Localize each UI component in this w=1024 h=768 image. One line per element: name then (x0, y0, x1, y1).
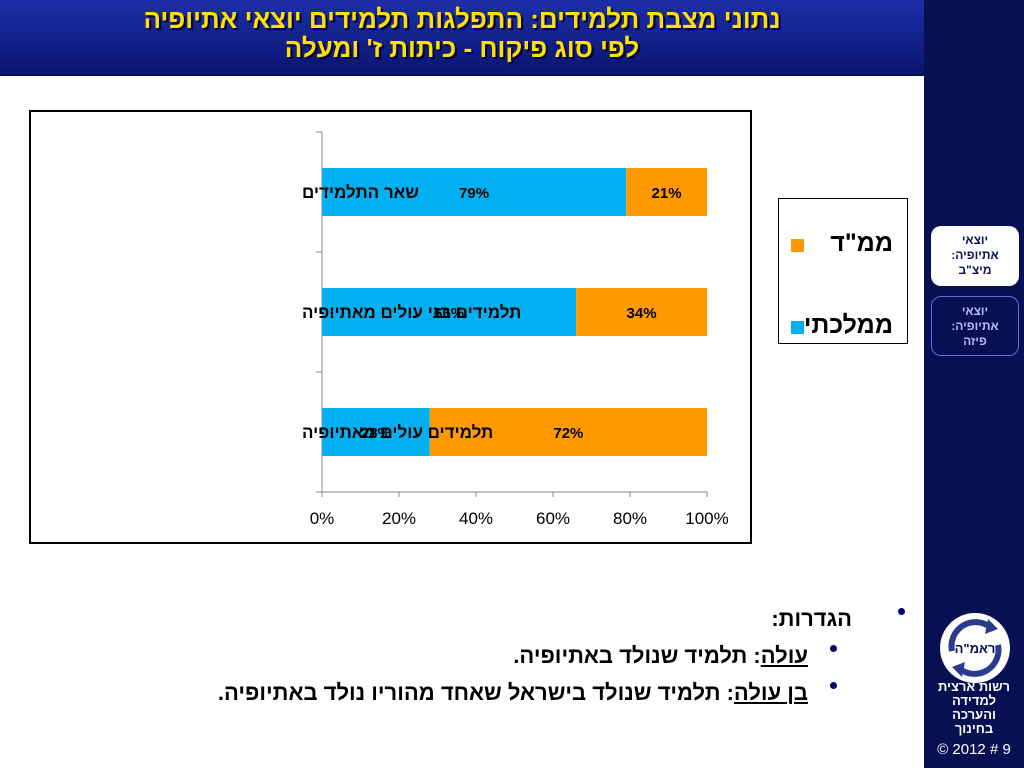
sidebar-tab-label-line: אתיופיה: (951, 248, 999, 262)
legend-swatch-mamlachti (791, 321, 804, 334)
page-title-line-2: לפי סוג פיקוח - כיתות ז' ומעלה (284, 33, 640, 63)
sidebar-tab-label-line: יוצאי (961, 304, 989, 318)
sidebar-tab-meitzav[interactable]: יוצאי אתיופיה: מיצ"ב (931, 226, 1019, 286)
legend-item-mamad: ממ"ד (779, 227, 907, 267)
bar-mamlachti (322, 168, 627, 216)
logo-text-line: רשות ארצית (937, 679, 1011, 694)
chart-legend: ממ"ד ממלכתי (778, 198, 908, 344)
bar-data-label: 72% (553, 425, 583, 442)
x-tick-label: 80% (613, 509, 647, 528)
bar-mamad (626, 168, 707, 216)
bullet-icon (828, 633, 840, 663)
definition-text: : תלמיד שנולד באתיופיה. (513, 643, 761, 668)
definition-term: בן עולה (733, 680, 808, 705)
legend-label-mamad: ממ"ד (830, 229, 893, 257)
definitions-heading: הגדרות: (100, 596, 910, 633)
x-tick-label: 60% (536, 509, 570, 528)
definition-text: : תלמיד שנולד בישראל שאחד מהוריו נולד בא… (217, 680, 734, 705)
logo-text-line: והערכה (952, 707, 996, 722)
bar-mamad (429, 408, 707, 456)
chart-frame: 0% 20% 40% 60% 80% 100% 79% 21% שאר התלמידים 66% 3… (29, 110, 752, 544)
category-label: שאר התלמידים (302, 183, 419, 202)
definition-term: עולה (760, 643, 808, 668)
rama-logo-name: ראמ"ה (955, 641, 996, 656)
rama-logo-icon: ראמ"ה (940, 613, 1010, 683)
definitions-list: הגדרות: עולה: תלמיד שנולד באתיופיה. בן ע… (100, 596, 910, 707)
sidebar-tab-label-line: אתיופיה: (951, 319, 999, 333)
bar-data-label: 28% (361, 425, 391, 442)
x-tick-label: 20% (382, 509, 416, 528)
legend-swatch-mamad (791, 239, 804, 252)
x-tick-label: 100% (685, 509, 728, 528)
category-label: תלמידים בני עולים מאתיופיה (302, 303, 521, 322)
x-tick-label: 0% (310, 509, 335, 528)
sidebar-tab-label-line: יוצאי (961, 233, 989, 247)
page-title-line-1: נתוני מצבת תלמידים: התפלגות תלמידים יוצא… (143, 4, 781, 34)
sidebar-tab-pisa[interactable]: יוצאי אתיופיה: פיזה (931, 296, 1019, 356)
bullet-icon (828, 670, 840, 700)
bar-mamlachti (322, 288, 577, 336)
bar-mamlachti (322, 408, 430, 456)
legend-label-mamlachti: ממלכתי (803, 311, 893, 339)
legend-item-mamlachti: ממלכתי (779, 311, 907, 351)
definition-item: בן עולה: תלמיד שנולד בישראל שאחד מהוריו … (100, 670, 910, 707)
x-tick-label: 40% (459, 509, 493, 528)
bar-data-label: 21% (652, 185, 682, 202)
sidebar-tab-label-line: פיזה (963, 334, 987, 348)
sidebar-tab-label-line: מיצ"ב (958, 263, 992, 277)
slide-footer: © 2012 # 9 (937, 741, 1011, 758)
stacked-bar-chart: 0% 20% 40% 60% 80% 100% 79% 21% שאר התלמידים 66% 3… (302, 131, 729, 528)
title-bar: נתוני מצבת תלמידים: התפלגות תלמידים יוצא… (0, 0, 924, 76)
definition-item: עולה: תלמיד שנולד באתיופיה. (100, 633, 910, 670)
definitions-heading-text: הגדרות: (771, 606, 852, 631)
logo-text-line: למדידה (951, 693, 997, 708)
bar-data-label: 34% (627, 305, 657, 322)
bar-data-label: 66% (434, 305, 464, 322)
bar-data-label: 79% (459, 185, 489, 202)
logo-text-line: בחינוך (954, 721, 994, 736)
category-label: תלמידים עולים מאתיופיה (302, 423, 493, 442)
bar-mamad (576, 288, 707, 336)
rama-logo-text: רשות ארצית למדידה והערכה בחינוך (928, 680, 1020, 736)
bullet-icon (896, 596, 908, 626)
